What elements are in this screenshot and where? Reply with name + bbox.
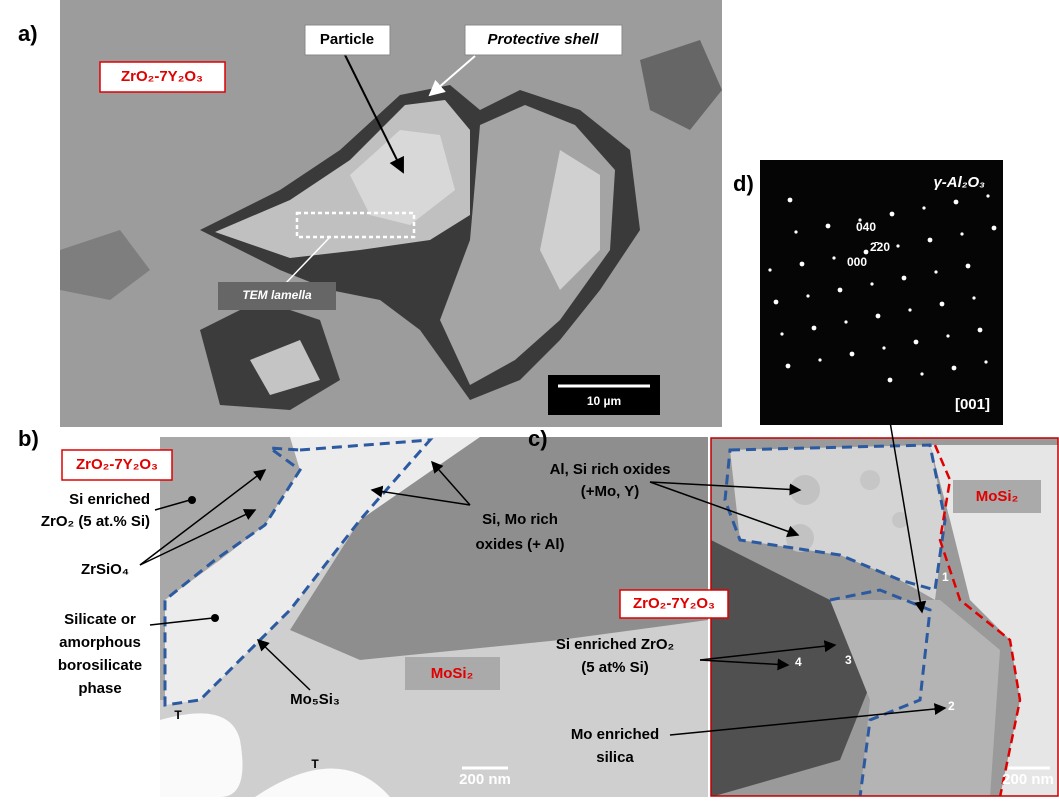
phase-label: (+Mo, Y) <box>581 483 639 500</box>
diffraction-spot <box>927 237 933 243</box>
diffraction-spot <box>780 332 784 336</box>
shell-label: Protective shell <box>488 31 600 48</box>
diffraction-spot <box>785 363 791 369</box>
diffraction-spot <box>922 206 926 210</box>
matrix-label: ZrO₂-7Y₂O₃ <box>121 68 203 85</box>
diffraction-spot <box>977 327 983 333</box>
panel-label: c) <box>528 426 548 451</box>
diffraction-spot <box>794 230 798 234</box>
matrix-label: ZrO₂-7Y₂O₃ <box>633 595 715 612</box>
phase-label: ZrSiO₄ <box>81 561 129 578</box>
spot-label: 2̄20 <box>870 240 890 254</box>
panel-label: d) <box>733 171 754 196</box>
diffraction-spot <box>939 301 945 307</box>
diffraction-spot <box>965 263 971 269</box>
diffraction-spot <box>991 225 997 231</box>
diffraction-spot <box>934 270 938 274</box>
scale-label: 10 µm <box>587 394 621 408</box>
spot-label: 000 <box>847 255 867 269</box>
panel-a: Particle Protective shell ZrO₂-7Y₂O₃ TEM… <box>18 0 722 427</box>
phase-label: borosilicate <box>58 657 142 674</box>
diffraction-spot <box>818 358 822 362</box>
diffraction-spot <box>972 296 976 300</box>
diffraction-spot <box>882 346 886 350</box>
zone-label: [001] <box>955 396 990 413</box>
point-label: 1 <box>942 570 949 584</box>
phase-label: Si, Mo rich <box>482 511 558 528</box>
diffraction-spot <box>887 377 893 383</box>
panel-label: b) <box>18 426 39 451</box>
diffraction-spot <box>832 256 836 260</box>
diffraction-spot <box>773 299 779 305</box>
phase-label: silica <box>596 749 634 766</box>
diffraction-spot <box>837 287 843 293</box>
t-label: T <box>174 708 182 722</box>
diffraction-spot <box>951 365 957 371</box>
diffraction-spot <box>984 360 988 364</box>
diffraction-spot <box>946 334 950 338</box>
diffraction-spot <box>960 232 964 236</box>
diffraction-spot <box>986 194 990 198</box>
lamella-label: TEM lamella <box>242 288 312 302</box>
matrix-label: ZrO₂-7Y₂O₃ <box>76 456 158 473</box>
phase-label: amorphous <box>59 634 141 651</box>
diffraction-spot <box>811 325 817 331</box>
diffraction-spot <box>825 223 831 229</box>
diffraction-spot <box>858 218 862 222</box>
phase-label: Al, Si rich oxides <box>550 461 671 478</box>
phase-label: Si enriched ZrO₂ <box>556 636 674 653</box>
phase-label: Si enriched <box>69 491 150 508</box>
t-label: T <box>311 757 319 771</box>
diffraction-spot <box>901 275 907 281</box>
diffraction-spot <box>806 294 810 298</box>
diffraction-spot <box>863 249 869 255</box>
mosi2-label: MoSi₂ <box>431 665 474 682</box>
phase-label: Silicate or <box>64 611 136 628</box>
panel-c: Al, Si rich oxides (+Mo, Y) MoSi₂ ZrO₂-7… <box>528 391 1059 797</box>
panel-label: a) <box>18 21 38 46</box>
diffraction-spot <box>768 268 772 272</box>
phase-label: γ-Al₂O₃ <box>933 174 985 191</box>
scale-label: 200 nm <box>1002 771 1054 788</box>
point-label: 3 <box>845 653 852 667</box>
diffraction-spot <box>896 244 900 248</box>
phase-label: phase <box>78 680 121 697</box>
phase-label: (5 at% Si) <box>581 659 649 676</box>
particle-label: Particle <box>320 31 374 48</box>
diffraction-spot <box>953 199 959 205</box>
phase-label: oxides (+ Al) <box>475 536 564 553</box>
diffraction-spot <box>920 372 924 376</box>
diffraction-spot <box>889 211 895 217</box>
diffraction-spot <box>913 339 919 345</box>
point-label: 2 <box>948 699 955 713</box>
scale-label: 200 nm <box>459 771 511 788</box>
mosi2-label: MoSi₂ <box>976 488 1019 505</box>
diffraction-spot <box>908 308 912 312</box>
diffraction-spot <box>870 282 874 286</box>
phase-label: Mo₅Si₃ <box>290 691 340 708</box>
diffraction-spot <box>799 261 805 267</box>
phase-label: Mo enriched <box>571 726 659 743</box>
spot-label: 040 <box>856 220 876 234</box>
point-label: 4 <box>795 655 802 669</box>
phase-label: ZrO₂ (5 at.% Si) <box>41 513 150 530</box>
diffraction-spot <box>844 320 848 324</box>
diffraction-spot <box>875 313 881 319</box>
diffraction-spot <box>787 197 793 203</box>
panel-b: ZrO₂-7Y₂O₃ Si enriched ZrO₂ (5 at.% Si) … <box>18 426 708 797</box>
diffraction-spot <box>849 351 855 357</box>
panel-d: γ-Al₂O₃ 040 2̄20 000 [001] d) <box>733 160 1003 425</box>
